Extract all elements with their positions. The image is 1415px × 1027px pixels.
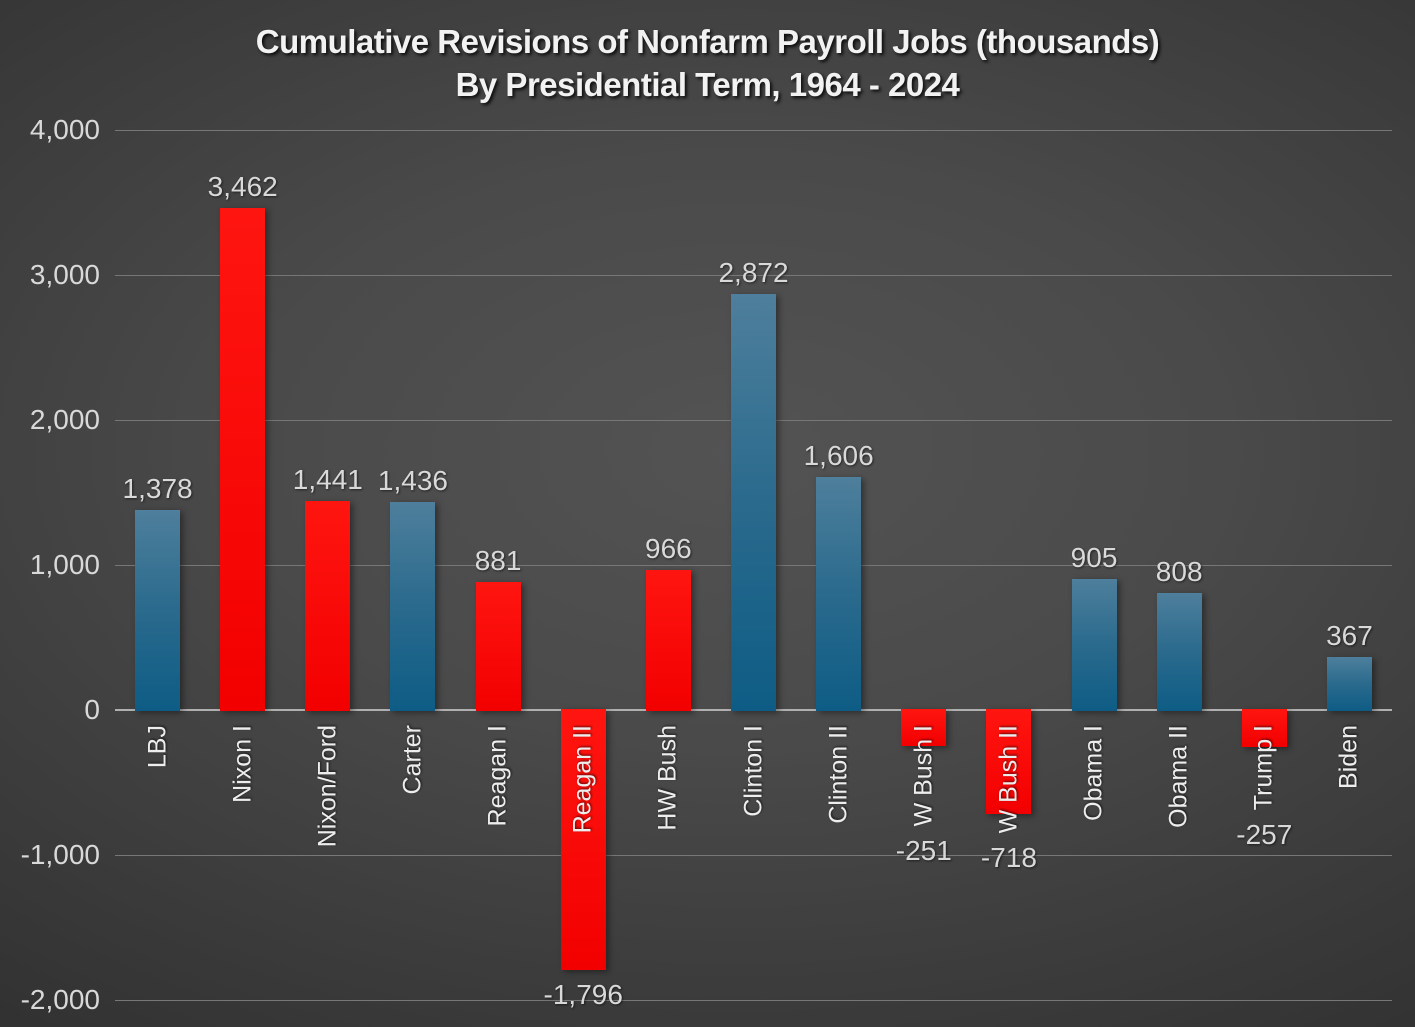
gridline	[115, 275, 1392, 276]
category-label: Biden	[1334, 725, 1363, 789]
y-axis-tick-label: -1,000	[20, 839, 100, 870]
y-axis-tick-label: 0	[84, 694, 100, 725]
category-label: Trump I	[1249, 725, 1278, 811]
category-label: HW Bush	[653, 725, 682, 831]
bar-lbj	[135, 510, 181, 711]
y-axis-tick-label: 1,000	[29, 549, 100, 580]
category-label: Clinton I	[739, 725, 767, 817]
bar-w-bush-i	[901, 709, 947, 747]
category-label: LBJ	[143, 725, 172, 769]
bar-carter	[390, 501, 436, 711]
category-label: Nixon/Ford	[313, 725, 342, 848]
bar-trump-i	[1241, 709, 1287, 748]
bar-reagan-ii	[560, 709, 606, 971]
bar-value-label: 905	[1070, 541, 1118, 573]
y-axis-tick-label: 2,000	[29, 404, 100, 435]
bar-value-label: 1,606	[803, 440, 874, 472]
bar-value-label: 367	[1326, 619, 1373, 651]
bar-value-label: 966	[645, 532, 692, 564]
gridline	[115, 855, 1392, 856]
category-label: Reagan II	[568, 725, 597, 834]
gridline	[115, 130, 1392, 131]
bar-obama-ii	[1156, 592, 1202, 711]
bar-value-label: -257	[1236, 819, 1293, 850]
bar-value-label: 881	[474, 545, 522, 577]
bar-value-label: -251	[895, 835, 952, 866]
bar-obama-i	[1071, 578, 1117, 711]
bar-reagan-i	[475, 582, 521, 711]
bar-value-label: -1,796	[543, 979, 623, 1011]
chart-title-line1: Cumulative Revisions of Nonfarm Payroll …	[255, 23, 1160, 60]
bar-biden	[1326, 656, 1372, 711]
bar-nixon-ford	[305, 501, 351, 711]
y-axis-tick-label: 3,000	[29, 259, 100, 290]
bar-nixon-i	[220, 208, 266, 711]
gridline	[115, 1000, 1392, 1001]
bar-value-label: 3,462	[207, 171, 278, 202]
category-label: Obama II	[1164, 725, 1193, 828]
bar-value-label: 1,378	[122, 473, 193, 505]
bar-w-bush-ii	[986, 709, 1032, 815]
category-label: Carter	[398, 725, 427, 795]
category-label: W Bush I	[909, 725, 938, 827]
y-axis-tick-label: 4,000	[29, 114, 100, 145]
chart-title: Cumulative Revisions of Nonfarm Payroll …	[0, 20, 1415, 106]
bar-clinton-i	[731, 293, 776, 711]
y-axis-tick-label: -2,000	[20, 984, 100, 1015]
category-label: Clinton II	[824, 725, 853, 824]
bar-value-label: 808	[1155, 555, 1203, 587]
bar-value-label: 2,872	[718, 256, 789, 288]
category-label: W Bush II	[994, 725, 1023, 834]
bar-clinton-ii	[816, 477, 862, 711]
category-label: Nixon I	[228, 725, 257, 803]
chart-title-line2: By Presidential Term, 1964 - 2024	[455, 66, 960, 103]
category-label: Obama I	[1079, 725, 1108, 821]
bar-value-label: 1,441	[292, 464, 363, 496]
bar-value-label: 1,436	[377, 464, 448, 496]
bar-hw-bush	[645, 569, 691, 711]
bar-value-label: -718	[980, 842, 1037, 873]
category-label: Reagan I	[483, 725, 512, 827]
